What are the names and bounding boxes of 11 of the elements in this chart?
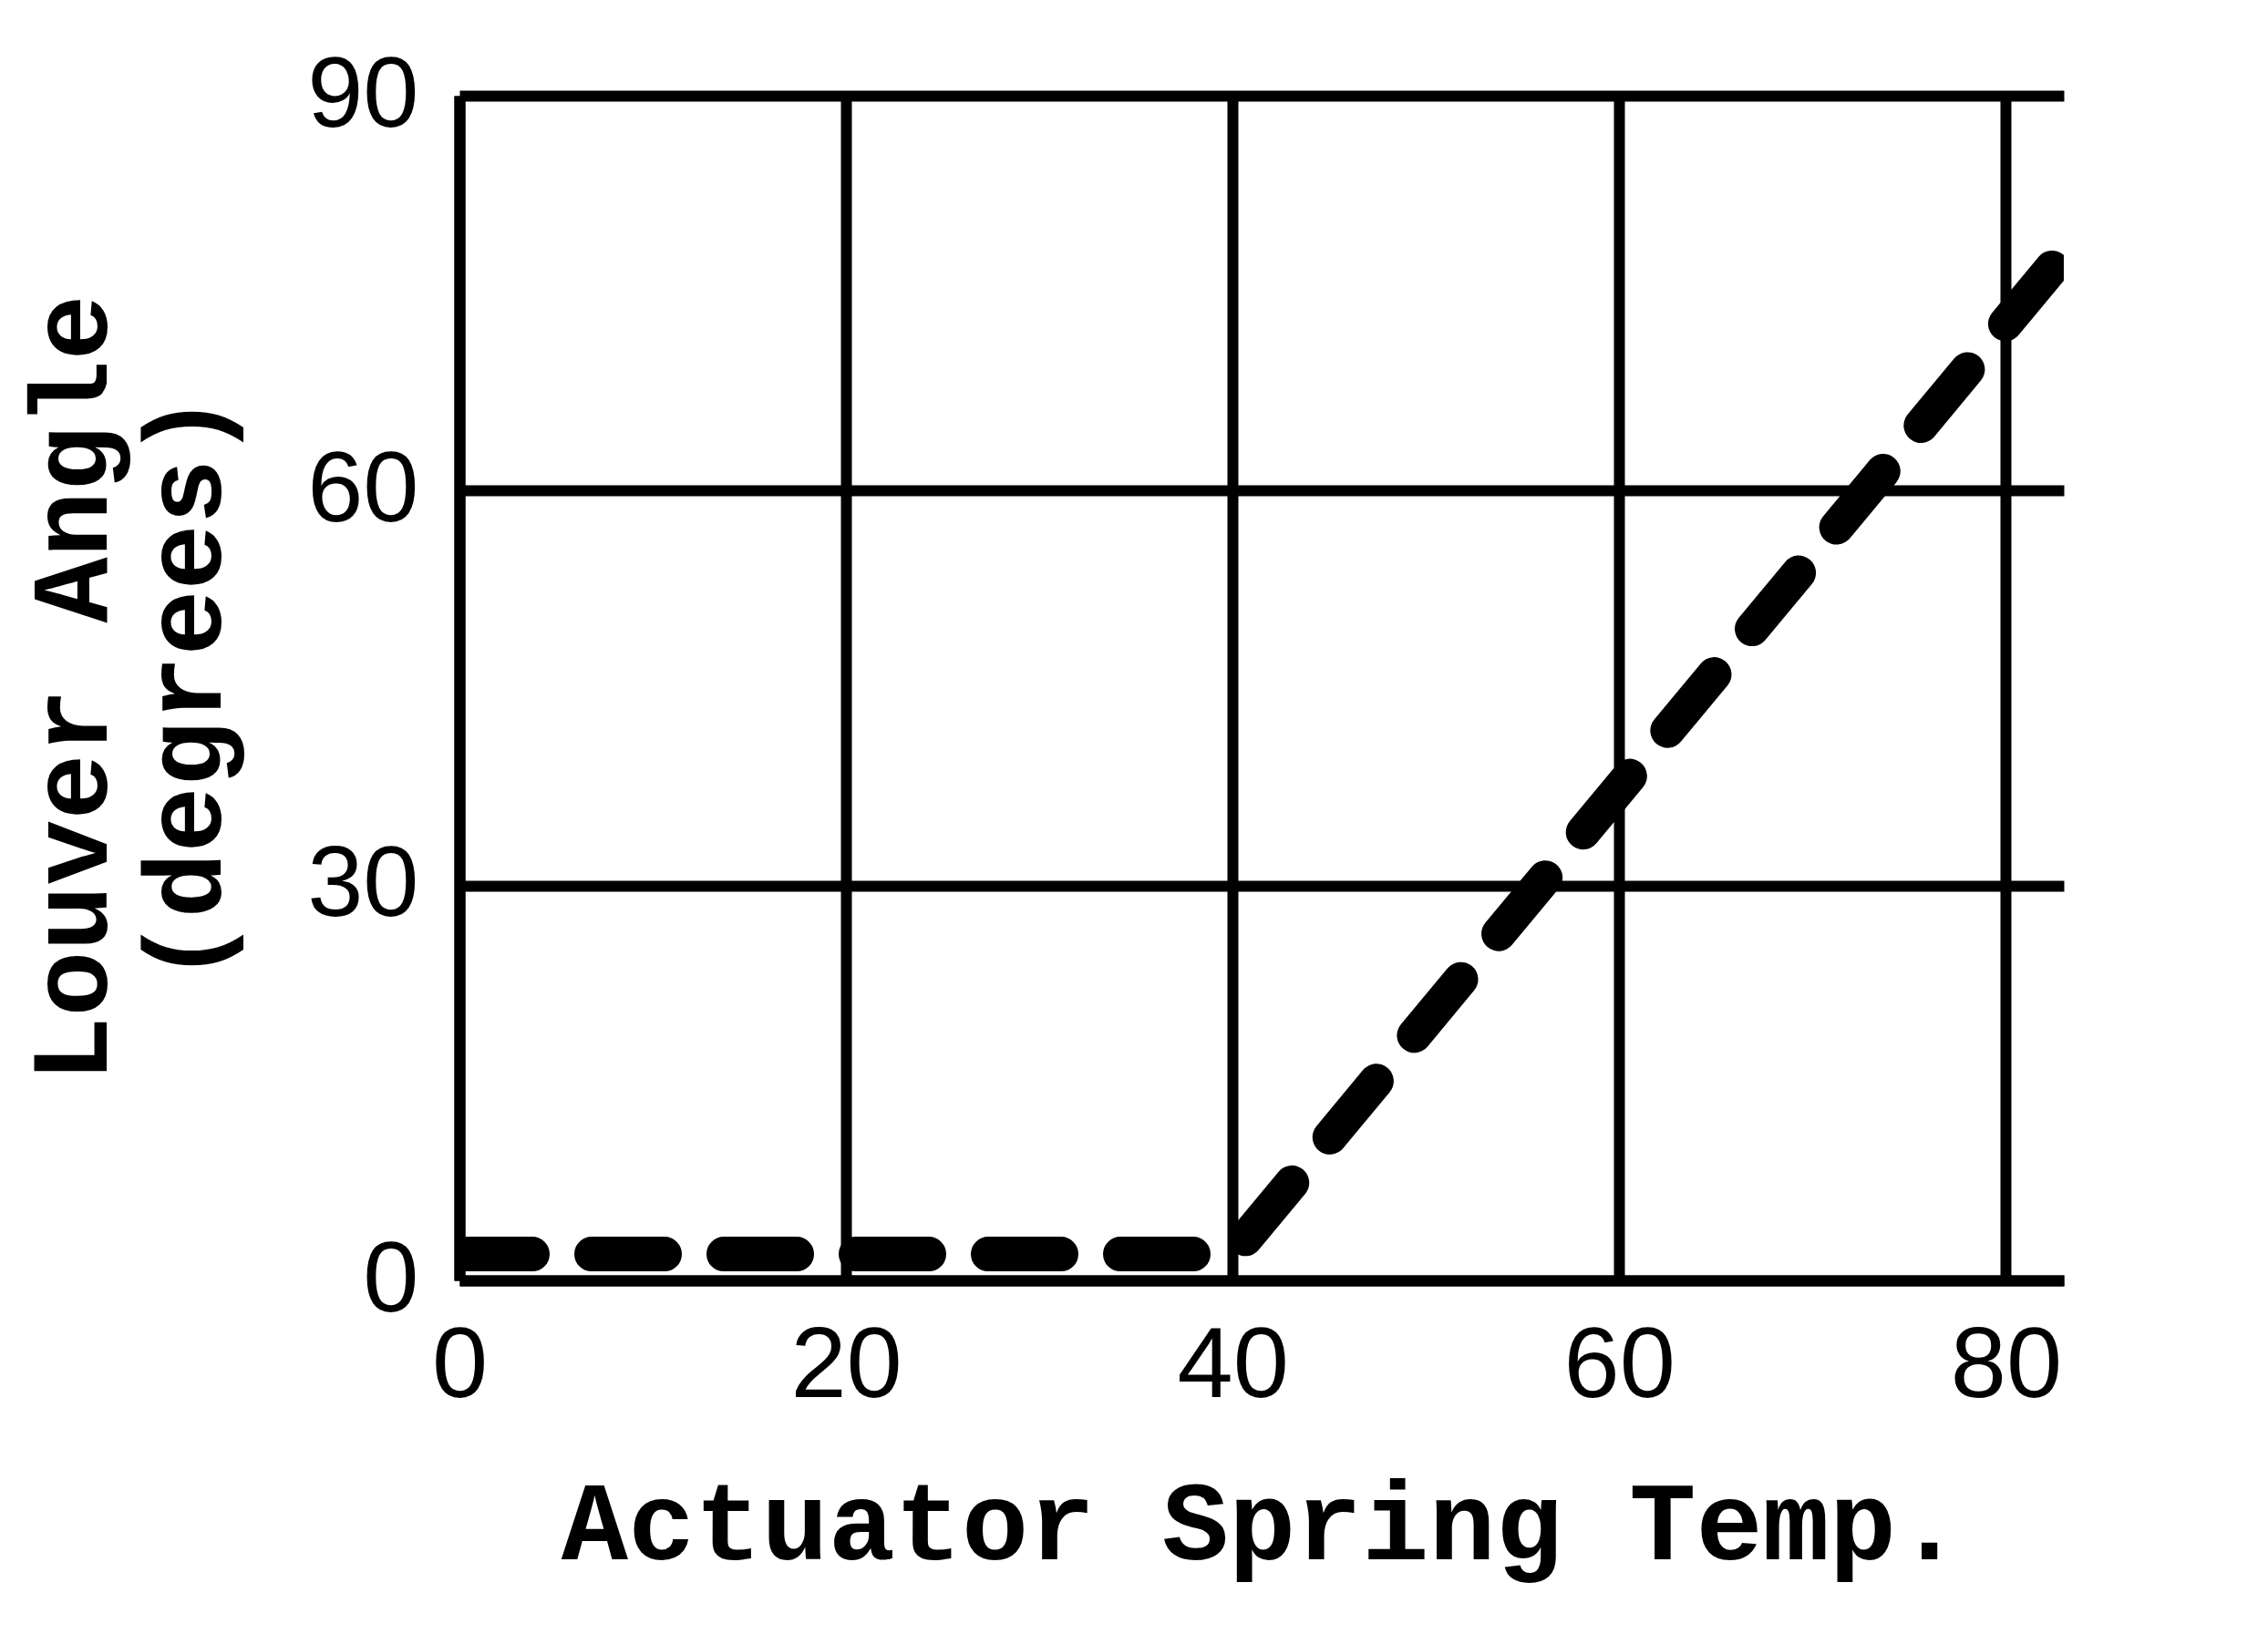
x-tick-label: 0 [431,1305,489,1418]
y-tick-label: 30 [307,825,419,938]
y-tick-label: 60 [307,429,419,542]
x-tick-label: 20 [790,1305,902,1418]
y-axis-title: Louver Angle (degrees) [15,294,254,1083]
x-tick-label: 60 [1563,1305,1675,1418]
x-tick-label: 80 [1950,1305,2063,1418]
y-tick-label: 90 [307,35,419,148]
x-tick-label: 40 [1177,1305,1289,1418]
y-tick-label: 0 [363,1219,419,1332]
x-axis-title: Actuator Spring Temp. [561,1465,1964,1593]
